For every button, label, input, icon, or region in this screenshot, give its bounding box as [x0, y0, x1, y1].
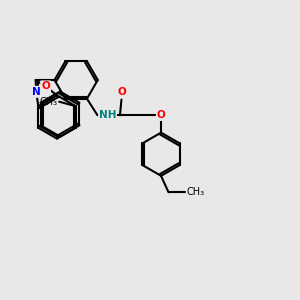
Text: O: O [117, 87, 126, 97]
Text: N: N [32, 87, 40, 97]
Text: O: O [157, 110, 165, 120]
Text: CH₃: CH₃ [187, 187, 205, 197]
Text: CH₃: CH₃ [40, 97, 58, 107]
Text: O: O [41, 81, 50, 92]
Text: NH: NH [99, 110, 116, 120]
